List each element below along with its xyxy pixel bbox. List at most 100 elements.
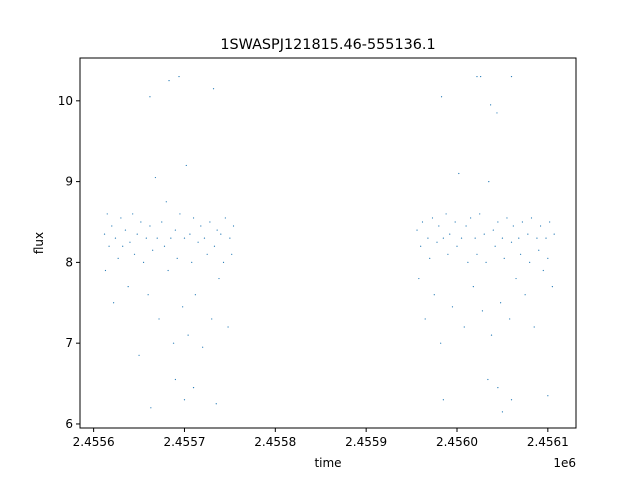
data-point [156, 237, 158, 239]
data-point [152, 249, 154, 251]
data-point [480, 75, 482, 78]
data-point [506, 217, 508, 219]
data-point [229, 237, 231, 239]
data-point [429, 257, 431, 259]
data-point [215, 403, 217, 405]
data-point [538, 249, 540, 251]
data-point [172, 342, 175, 344]
chart-title: 1SWASPJ121815.46-555136.1 [220, 37, 435, 53]
data-point [189, 233, 191, 235]
data-point [472, 286, 474, 288]
data-point [530, 217, 533, 219]
data-point [145, 237, 147, 239]
data-point [108, 245, 110, 247]
x-axis-label: time [314, 456, 341, 470]
data-point [451, 306, 454, 308]
data-point [158, 318, 160, 320]
data-point [227, 326, 229, 328]
data-point [510, 399, 513, 401]
data-point [142, 261, 145, 263]
data-point [424, 318, 426, 320]
data-point [111, 225, 113, 227]
data-point [454, 221, 456, 223]
data-point [211, 318, 213, 320]
data-point [200, 225, 202, 227]
data-point [117, 257, 119, 259]
x-tick-label: 2.4559 [345, 435, 387, 449]
data-point [476, 253, 478, 255]
data-point [487, 378, 489, 381]
data-point [222, 261, 225, 263]
data-point [213, 245, 216, 247]
data-point [220, 233, 222, 235]
data-point [529, 261, 531, 263]
data-point [438, 225, 440, 227]
data-point [224, 217, 226, 219]
data-point [178, 75, 180, 78]
data-point [442, 399, 444, 401]
data-point [103, 233, 106, 235]
x-axis-ticks: 2.4556 2.4557 2.4558 2.4559 2.4560 2.4561 [73, 428, 569, 449]
data-point [197, 241, 199, 243]
data-point [501, 411, 504, 413]
data-point [202, 346, 204, 348]
data-point [168, 80, 170, 82]
data-point [161, 221, 163, 223]
x-tick-label: 2.4560 [436, 435, 478, 449]
data-point [519, 253, 522, 255]
data-point [427, 237, 429, 239]
data-point [497, 221, 499, 223]
data-point [187, 334, 189, 336]
y-tick-label: 7 [65, 336, 73, 350]
data-point [481, 310, 484, 312]
data-point [194, 294, 196, 296]
data-point [129, 241, 131, 243]
data-point [185, 164, 187, 167]
data-point [503, 257, 505, 259]
data-point [512, 225, 514, 227]
data-point [536, 237, 538, 239]
data-point [470, 217, 472, 219]
data-point [483, 233, 485, 235]
data-point [440, 342, 442, 344]
data-point [136, 233, 138, 235]
data-point [209, 221, 211, 223]
data-point [476, 75, 478, 78]
data-point [492, 229, 494, 231]
data-point [460, 237, 463, 239]
data-point [533, 326, 535, 328]
data-point [418, 277, 420, 280]
x-tick-label: 2.4557 [163, 435, 205, 449]
data-point [133, 253, 136, 255]
data-point [433, 294, 435, 296]
data-point [547, 257, 549, 259]
data-point [549, 221, 551, 223]
data-point [231, 253, 233, 255]
data-point [183, 237, 186, 239]
data-point [174, 229, 176, 231]
data-point [510, 75, 513, 78]
data-point [140, 221, 142, 223]
data-point [551, 286, 553, 288]
data-point [218, 277, 220, 280]
x-tick-label: 2.4558 [254, 435, 296, 449]
data-point [510, 241, 513, 243]
data-point [553, 233, 555, 235]
data-point [542, 269, 544, 272]
data-point [182, 306, 184, 308]
data-point [192, 387, 195, 389]
data-point [122, 245, 124, 247]
data-point [120, 217, 122, 219]
data-point [216, 229, 218, 231]
y-tick-label: 8 [65, 255, 73, 269]
data-point [494, 245, 496, 247]
data-point [132, 213, 134, 215]
data-point [170, 237, 172, 239]
data-point [416, 229, 418, 231]
data-point [488, 181, 490, 183]
data-point [456, 245, 458, 247]
x-tick-label: 2.4561 [527, 435, 569, 449]
data-point [124, 229, 127, 231]
data-point [436, 241, 438, 243]
y-tick-label: 10 [58, 94, 73, 108]
